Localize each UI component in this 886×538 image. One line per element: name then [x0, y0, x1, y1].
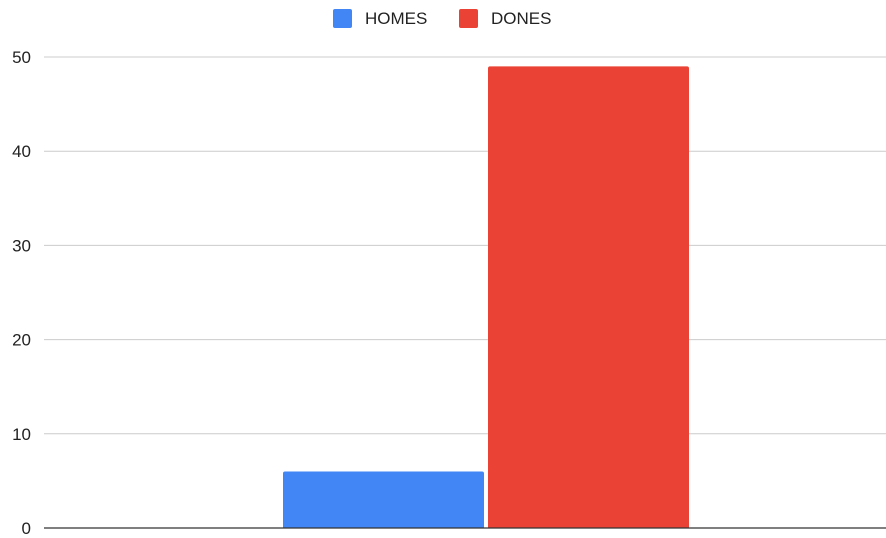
legend-label-homes: HOMES [365, 9, 427, 28]
gridlines [44, 56, 886, 435]
y-tick-label: 40 [12, 142, 31, 161]
bar-homes [283, 471, 484, 528]
y-tick-label: 20 [12, 331, 31, 350]
y-tick-label: 0 [22, 519, 31, 538]
legend-swatch-homes [333, 9, 352, 28]
legend-label-dones: DONES [491, 9, 551, 28]
y-tick-label: 50 [12, 48, 31, 67]
y-axis-tick-labels: 0 10 20 30 40 50 [12, 48, 31, 538]
bars [283, 66, 689, 529]
bar-dones [488, 66, 689, 529]
y-tick-label: 30 [12, 236, 31, 255]
legend-swatch-dones [459, 9, 478, 28]
y-tick-label: 10 [12, 425, 31, 444]
legend: HOMES DONES [333, 9, 551, 28]
